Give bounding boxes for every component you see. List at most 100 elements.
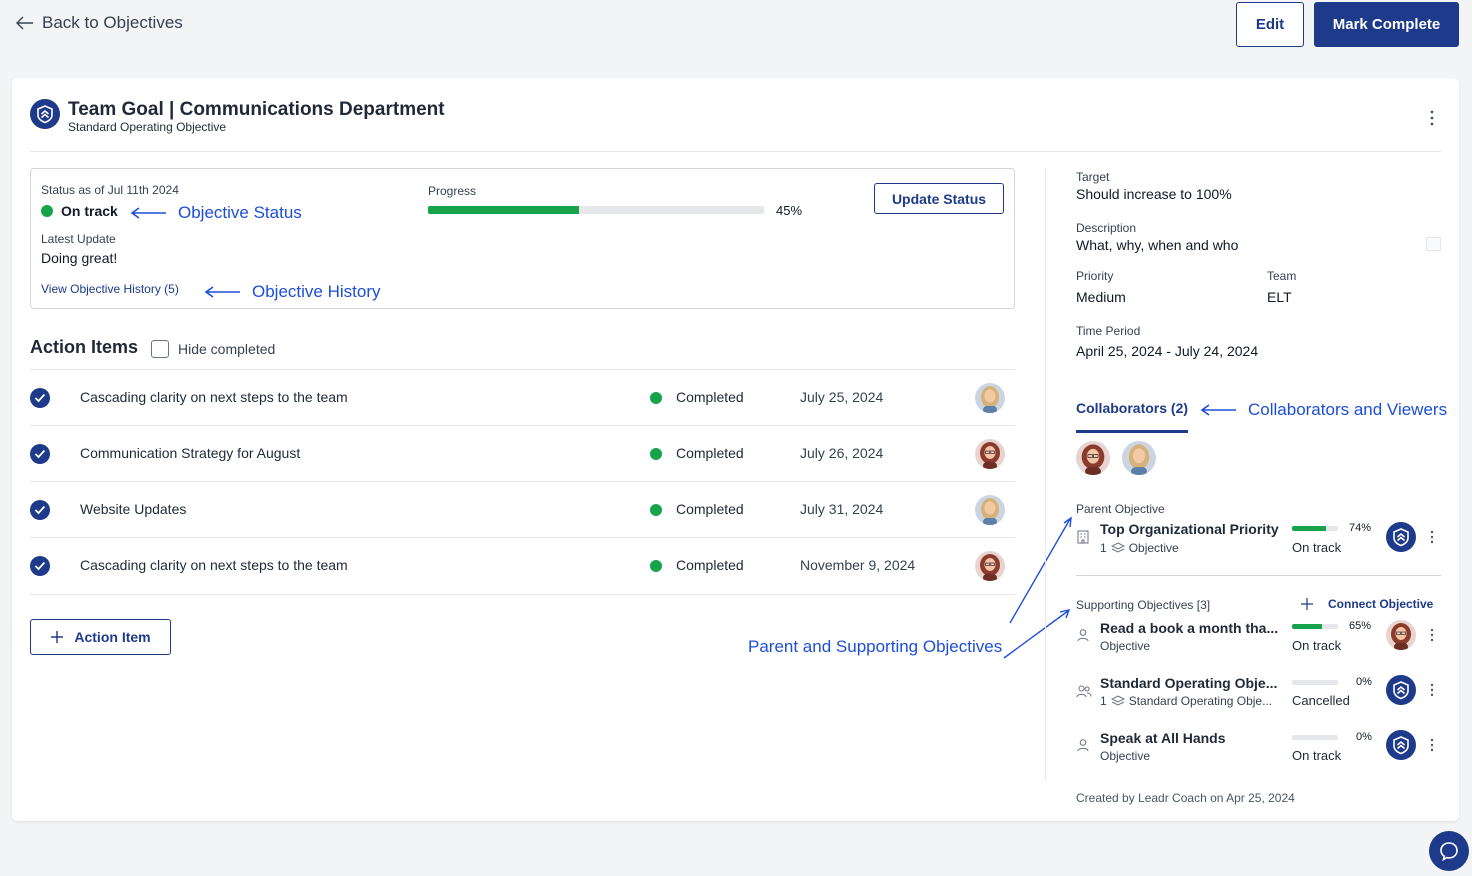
completed-check-icon[interactable]: [30, 556, 50, 576]
team-value: ELT: [1267, 289, 1292, 305]
annotation-objective-status-text: Objective Status: [178, 203, 302, 222]
hide-completed-checkbox[interactable]: [151, 340, 169, 358]
created-by-text: Created by Leadr Coach on Apr 25, 2024: [1076, 791, 1295, 805]
action-item-name[interactable]: Website Updates: [80, 501, 187, 517]
action-items-bottom-divider: [30, 594, 1015, 595]
help-chat-button[interactable]: [1429, 831, 1469, 871]
progress-label: Progress: [428, 184, 477, 198]
connect-objective-label: Connect Objective: [1328, 597, 1434, 611]
supporting-objective-name[interactable]: Standard Operating Obje...: [1100, 675, 1278, 691]
action-item-date: July 25, 2024: [800, 389, 884, 405]
action-items-title: Action Items: [30, 337, 139, 357]
supporting-objective-status: Cancelled: [1292, 693, 1350, 708]
supporting-progress-bar: [1292, 624, 1338, 629]
latest-update-label: Latest Update: [41, 232, 116, 246]
parent-objective-name[interactable]: Top Organizational Priority: [1100, 521, 1279, 537]
layers-icon: [1110, 542, 1125, 553]
annotation-objective-history-text: Objective History: [252, 282, 381, 301]
supporting-objective-sub: Objective: [1100, 639, 1151, 653]
add-action-item-button[interactable]: Action Item: [30, 619, 171, 655]
supporting-objective-sub: Objective: [1100, 749, 1151, 763]
status-dot-icon: [41, 205, 53, 217]
leadr-logo-icon: [1386, 522, 1416, 552]
annotation-arrow-icon: [130, 207, 166, 219]
supporting-objectives-label: Supporting Objectives [3]: [1076, 598, 1211, 612]
more-options-icon[interactable]: [1426, 109, 1438, 132]
parent-progress-fill: [1292, 526, 1327, 531]
status-dot-icon: [650, 504, 662, 516]
table-row[interactable]: Cascading clarity on next steps to the t…: [30, 369, 1015, 425]
status-as-of-label: Status as of Jul 11th 2024: [41, 183, 179, 197]
collaborator-avatars: [1076, 441, 1156, 475]
priority-label: Priority: [1076, 269, 1114, 283]
edit-button[interactable]: Edit: [1236, 2, 1304, 47]
update-status-button[interactable]: Update Status: [874, 183, 1004, 214]
action-item-status: Completed: [676, 445, 744, 461]
layers-icon: [1110, 695, 1125, 706]
supporting-more-icon[interactable]: [1427, 627, 1437, 648]
supporting-more-icon[interactable]: [1427, 682, 1437, 703]
supporting-objective-name[interactable]: Speak at All Hands: [1100, 730, 1226, 746]
objectives-divider: [1076, 575, 1441, 576]
hide-completed-toggle[interactable]: Hide completed: [151, 340, 275, 358]
progress-bar-fill: [428, 206, 580, 214]
avatar: [1386, 620, 1416, 650]
avatar: [975, 439, 1005, 469]
supporting-objective-status: On track: [1292, 748, 1342, 763]
parent-objective-type: Objective: [1128, 541, 1179, 555]
person-icon: [1076, 628, 1090, 647]
back-link[interactable]: Back to Objectives: [16, 13, 183, 33]
completed-check-icon[interactable]: [30, 444, 50, 464]
supporting-more-icon[interactable]: [1427, 737, 1437, 758]
avatar[interactable]: [1122, 441, 1156, 475]
tab-collaborators[interactable]: Collaborators (2): [1076, 400, 1189, 433]
annotation-arrow-icon: [1200, 404, 1236, 416]
plus-icon: [1301, 598, 1313, 610]
action-item-name[interactable]: Communication Strategy for August: [80, 445, 301, 461]
mark-complete-button[interactable]: Mark Complete: [1314, 2, 1459, 47]
team-label: Team: [1267, 269, 1297, 283]
action-item-status: Completed: [676, 501, 744, 517]
action-item-name[interactable]: Cascading clarity on next steps to the t…: [80, 389, 348, 405]
supporting-objective-count: 1: [1100, 694, 1107, 708]
supporting-objective-type: Standard Operating Obje...: [1128, 694, 1273, 708]
annotation-objective-status: Objective Status: [130, 203, 302, 223]
leadr-logo-icon: [1386, 730, 1416, 760]
parent-objective-label: Parent Objective: [1076, 502, 1165, 516]
view-history-link[interactable]: View Objective History (5): [41, 282, 179, 296]
annotation-objective-history: Objective History: [204, 282, 380, 302]
action-item-date: November 9, 2024: [800, 557, 916, 573]
people-icon: [1076, 684, 1092, 703]
parent-objective-count: 1: [1100, 541, 1107, 555]
supporting-objective-name[interactable]: Read a book a month tha...: [1100, 620, 1279, 636]
parent-progress-bar: [1292, 526, 1338, 531]
supporting-progress-percent: 65%: [1349, 620, 1372, 632]
leadr-logo-icon: [30, 99, 60, 129]
annotation-parent-supporting-text: Parent and Supporting Objectives: [748, 637, 1003, 656]
avatar: [975, 383, 1005, 413]
table-row[interactable]: Cascading clarity on next steps to the t…: [30, 537, 1015, 593]
status-dot-icon: [650, 448, 662, 460]
connect-objective-button[interactable]: Connect Objective: [1300, 597, 1433, 611]
avatar[interactable]: [1076, 441, 1110, 475]
action-item-name[interactable]: Cascading clarity on next steps to the t…: [80, 557, 348, 573]
annotation-collaborators-text: Collaborators and Viewers: [1248, 400, 1448, 419]
time-period-value: April 25, 2024 - July 24, 2024: [1076, 343, 1259, 359]
supporting-progress-percent: 0%: [1356, 731, 1372, 743]
supporting-progress-bar: [1292, 735, 1338, 740]
latest-update-value: Doing great!: [41, 250, 118, 266]
page-title: Team Goal | Communications Department: [68, 99, 445, 120]
status-value: On track: [41, 203, 118, 219]
table-row[interactable]: Website Updates Completed July 31, 2024: [30, 481, 1015, 537]
description-value: What, why, when and who: [1076, 237, 1239, 253]
parent-more-icon[interactable]: [1427, 529, 1437, 550]
building-icon: [1076, 530, 1090, 549]
completed-check-icon[interactable]: [30, 388, 50, 408]
target-label: Target: [1076, 170, 1110, 184]
table-row[interactable]: Communication Strategy for August Complet…: [30, 425, 1015, 481]
parent-objective-status: On track: [1292, 540, 1342, 555]
status-dot-icon: [650, 560, 662, 572]
expand-description-icon[interactable]: [1426, 237, 1441, 251]
arrow-left-icon: [16, 16, 33, 30]
completed-check-icon[interactable]: [30, 500, 50, 520]
